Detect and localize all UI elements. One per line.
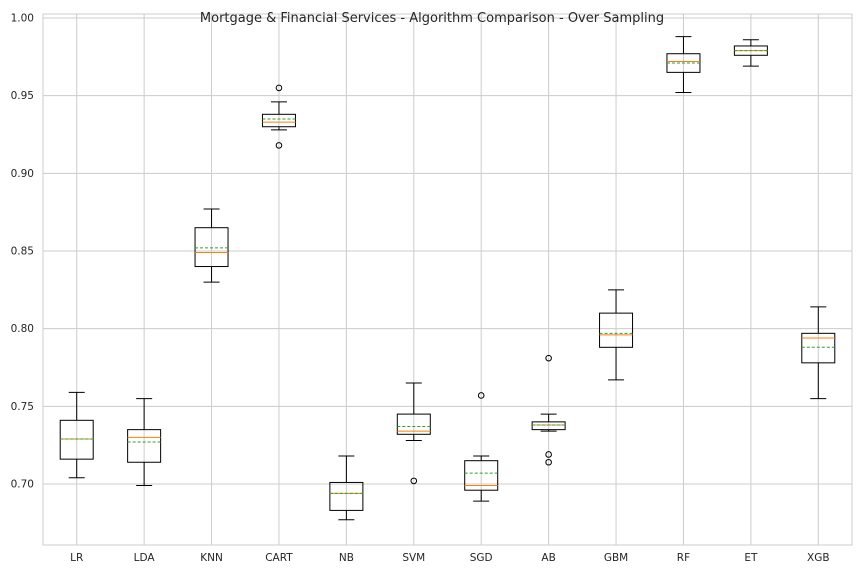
iqr-box (599, 312, 634, 348)
y-tick-label: 0.95 (11, 90, 34, 102)
iqr-box (261, 113, 296, 128)
iqr-box (329, 481, 364, 511)
iqr-box (531, 421, 566, 431)
y-tick-label: 1.00 (11, 13, 34, 25)
outlier-point (545, 451, 552, 458)
iqr-box (127, 429, 162, 463)
box-sgd (464, 392, 499, 502)
outlier-point (275, 84, 283, 92)
box-et (733, 39, 768, 67)
iqr-box (464, 460, 499, 491)
x-tick-label: LR (70, 552, 83, 564)
box-lda (127, 398, 162, 487)
y-tick-label: 0.85 (11, 246, 34, 258)
x-tick-label: KNN (200, 552, 223, 564)
chart-title: Mortgage & Financial Services - Algorith… (200, 11, 664, 26)
box-rf (666, 36, 701, 94)
outlier-point (477, 392, 485, 399)
x-tick-label: GBM (604, 552, 628, 564)
x-tick-label: CART (265, 552, 293, 564)
y-tick-label: 0.75 (11, 401, 34, 413)
boxes (59, 36, 836, 521)
iqr-box (396, 413, 431, 435)
y-tick-label: 0.80 (11, 323, 34, 335)
box-nb (329, 455, 364, 521)
x-tick-label: SGD (470, 552, 493, 564)
box-xgb (801, 306, 836, 400)
box-ab (531, 354, 566, 466)
x-tick-label: SVM (402, 552, 425, 564)
x-tick-label: ET (744, 552, 758, 564)
x-tick-label: NB (339, 552, 354, 564)
y-tick-label: 0.70 (11, 479, 34, 491)
plot-background (43, 14, 852, 545)
outlier-point (545, 458, 552, 466)
x-tick-label: XGB (807, 552, 830, 564)
box-cart (261, 84, 296, 149)
outlier-point (410, 477, 418, 485)
y-axis-ticks: 0.70 0.75 0.80 0.85 0.90 0.95 1.00 (11, 13, 34, 491)
box-knn (194, 208, 229, 283)
box-lr (59, 391, 94, 479)
iqr-box (801, 332, 836, 364)
x-axis-ticks: LR LDA KNN CART NB SVM SGD AB GBM RF ET XGB (70, 552, 829, 564)
plot-frame (42, 13, 853, 546)
x-tick-label: AB (541, 552, 555, 564)
iqr-box (194, 227, 229, 268)
outlier-point (275, 142, 283, 149)
outlier-point (545, 354, 552, 362)
iqr-box (59, 419, 94, 460)
y-tick-label: 0.90 (11, 168, 34, 180)
x-tick-label: LDA (134, 552, 156, 564)
box-svm (396, 382, 431, 485)
x-tick-label: RF (677, 552, 690, 564)
box-gbm (599, 289, 634, 381)
